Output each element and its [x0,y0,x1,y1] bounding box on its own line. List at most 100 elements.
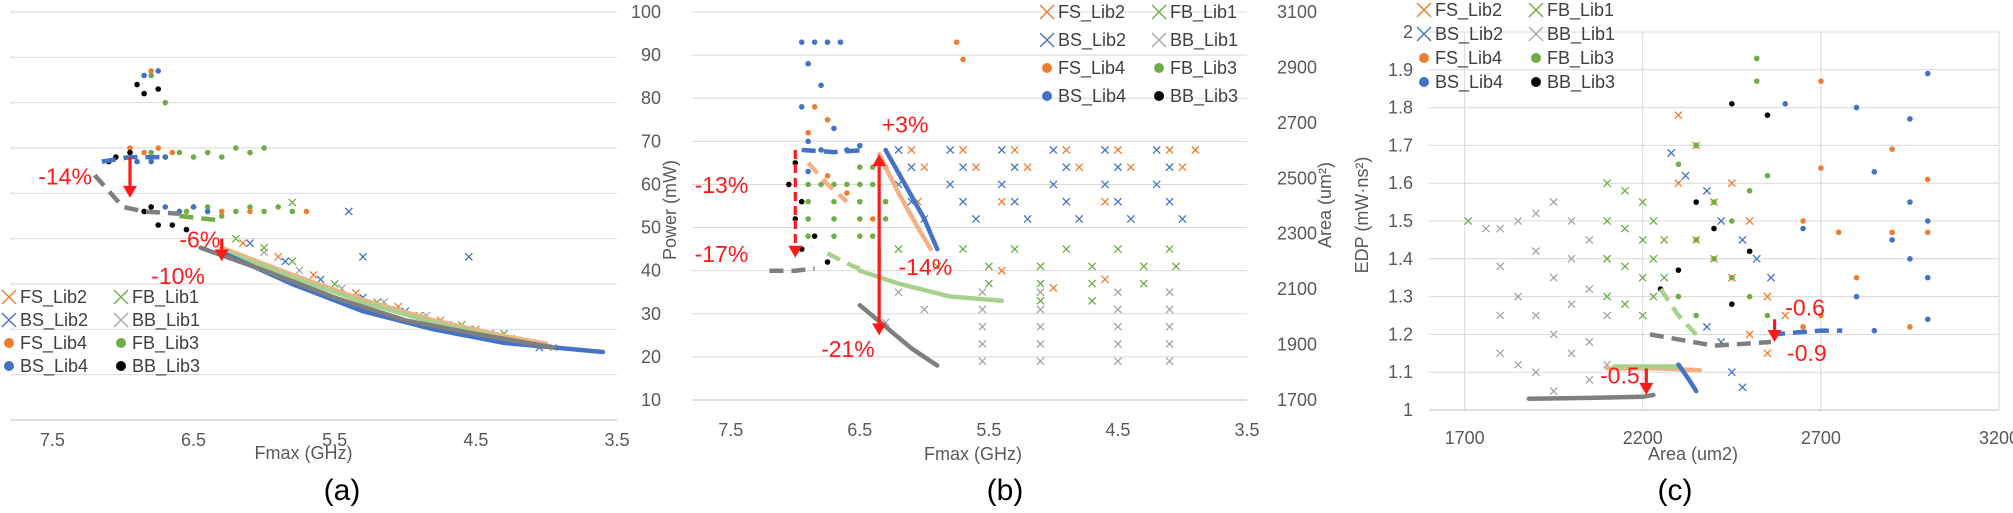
b-point-FB_Lib3-9 [882,198,889,205]
b-point-FB_Lib3-14 [805,233,811,239]
a-x-tick-1: 6.5 [181,430,206,450]
a-point-FS_Lib2-2 [309,270,318,279]
a-point-FB_Lib1-3 [330,279,339,289]
b-point-BS_Lib2-26 [1023,214,1032,223]
c-point-FB_Lib1-7 [1620,300,1629,309]
a-point-FB_Lib3-12 [183,208,190,215]
a-point-FB_Lib3-11 [148,72,154,79]
b-point-FS_Lib2-2 [1010,145,1019,155]
c-trend-BS_trend [1676,362,1699,394]
c-point-BS_Lib4-3 [1782,101,1789,107]
a-legend-label-5: FB_Lib3 [132,333,199,354]
c-point-FB_Lib1-10 [1638,273,1647,282]
c-point-FB_Lib1-14 [1649,292,1658,301]
b-legend-label-2: BS_Lib2 [1058,30,1126,51]
c-point-FB_Lib1-13 [1649,254,1658,263]
a-x-axis-label: Fmax (GHz) [255,443,353,463]
a-point-BS_Lib4-8 [204,208,211,215]
b-point-BS_Lib2-19 [958,197,968,206]
b-point-BS_Lib2-21 [1062,197,1071,206]
c-point-BB_Lib1-12 [1549,273,1558,282]
c-point-BS_Lib2-3 [1717,216,1726,226]
b-point-BS_Lib4-9 [818,147,824,153]
a-point-BS_Lib2-0 [245,239,255,248]
c-point-FB_Lib1-9 [1638,235,1647,244]
c-point-BB_Lib1-2 [1496,311,1505,320]
a-point-BS_Lib4-1 [148,158,154,165]
b-point-FS_Lib4-1 [824,116,831,123]
c-point-FB_Lib3-11 [1746,293,1753,300]
b-y2-tick-4: 2500 [1277,168,1317,188]
b-point-FB_Lib1-15 [1139,279,1148,288]
c-y-axis-label: EDP (mW·ns²) [1352,157,1372,274]
c-point-FB_Lib1-6 [1620,262,1629,271]
b-point-BB_Lib1-1 [978,305,987,314]
c-point-BS_Lib4-7 [1800,225,1806,232]
c-legend-marker-2 [1416,26,1432,42]
c-legend-marker-1 [1528,2,1544,18]
b-point-BS_Lib2-0 [894,145,903,155]
c-point-BS_Lib2-4 [1738,235,1747,244]
b-x-tick-2: 5.5 [976,420,1001,440]
c-annotation-1: -0.6 [1785,295,1825,321]
c-point-FS_Lib4-5 [1835,229,1842,236]
b-point-BS_Lib2-20 [1010,197,1019,206]
c-x-tick-2: 2700 [1801,428,1841,448]
a-legend-label-1: FB_Lib1 [132,287,199,308]
a-legend-marker-7 [116,361,126,371]
b-point-FB_Lib1-13 [1036,279,1045,288]
b-legend-marker-3 [1151,32,1167,48]
b-point-FS_Lib2-1 [958,145,968,155]
c-point-BB_Lib1-16 [1567,254,1576,263]
c-legend-label-7: BB_Lib3 [1547,72,1615,93]
b-point-BB_Lib1-12 [1113,322,1122,331]
c-legend-label-4: FS_Lib4 [1435,48,1502,69]
c-point-BS_Lib2-6 [1766,273,1776,282]
c-point-FB_Lib1-17 [1464,216,1473,226]
b-point-FB_Lib1-8 [1036,262,1045,271]
b-y-tick-1: 20 [641,347,661,367]
c-legend-marker-4 [1419,53,1429,63]
c-y-tick-1: 1.1 [1388,362,1413,382]
b-legend-marker-5 [1154,63,1164,73]
a-point-FB_Lib1-0 [231,234,240,243]
b-point-BS_Lib4-4 [805,60,811,67]
c-point-BB_Lib1-8 [1531,247,1540,256]
b-point-FS_Lib2-4 [1113,145,1122,155]
c-arrow-0-head [1639,382,1654,395]
a-point-FS_Lib4-0 [127,145,133,151]
b-dash-fb_dash [826,251,867,273]
a-point-FB_Lib3-9 [261,145,267,151]
b-point-BS_Lib2-7 [958,163,968,172]
c-point-BS_Lib4-12 [1924,316,1931,323]
b-point-BB_Lib1-6 [1036,305,1045,314]
a-point-FS_Lib4-7 [247,208,253,215]
c-y-tick-4: 1.4 [1388,249,1413,269]
b-y2-axis-label: Area (um²) [1315,162,1335,248]
b-point-BS_Lib2-9 [1062,163,1071,172]
b-point-FB_Lib1-17 [1088,296,1097,305]
c-y-tick-9: 1.9 [1388,60,1413,80]
b-point-BB_Lib1-8 [1036,339,1045,349]
c-point-FS_Lib4-0 [1818,78,1824,84]
b-point-FB_Lib3-10 [805,216,811,222]
c-point-BS_Lib2-10 [1738,383,1747,392]
c-point-FB_Lib3-13 [1675,293,1682,300]
c-point-FS_Lib4-9 [1818,312,1824,319]
a-legend-marker-2 [1,312,17,328]
a-point-BB_Lib3-7 [148,204,154,210]
b-y2-tick-6: 2900 [1277,57,1317,77]
c-legend-marker-3 [1528,26,1544,42]
c-point-BB_Lib3-3 [1711,225,1717,232]
b-point-FB_Lib3-17 [869,233,876,239]
a-point-FB_Lib3-6 [218,154,225,160]
a-legend-label-3: BB_Lib1 [132,310,200,331]
b-legend-label-5: FB_Lib3 [1170,58,1237,79]
b-point-FB_Lib1-6 [933,262,942,271]
a-annotation-2: -10% [151,263,205,289]
a-point-FB_Lib3-10 [162,99,169,106]
c-point-FB_Lib3-10 [1729,274,1735,281]
b-point-FS_Lib2-16 [997,266,1006,275]
b-point-BS_Lib2-28 [1126,214,1135,223]
b-point-FS_Lib2-14 [997,197,1006,206]
